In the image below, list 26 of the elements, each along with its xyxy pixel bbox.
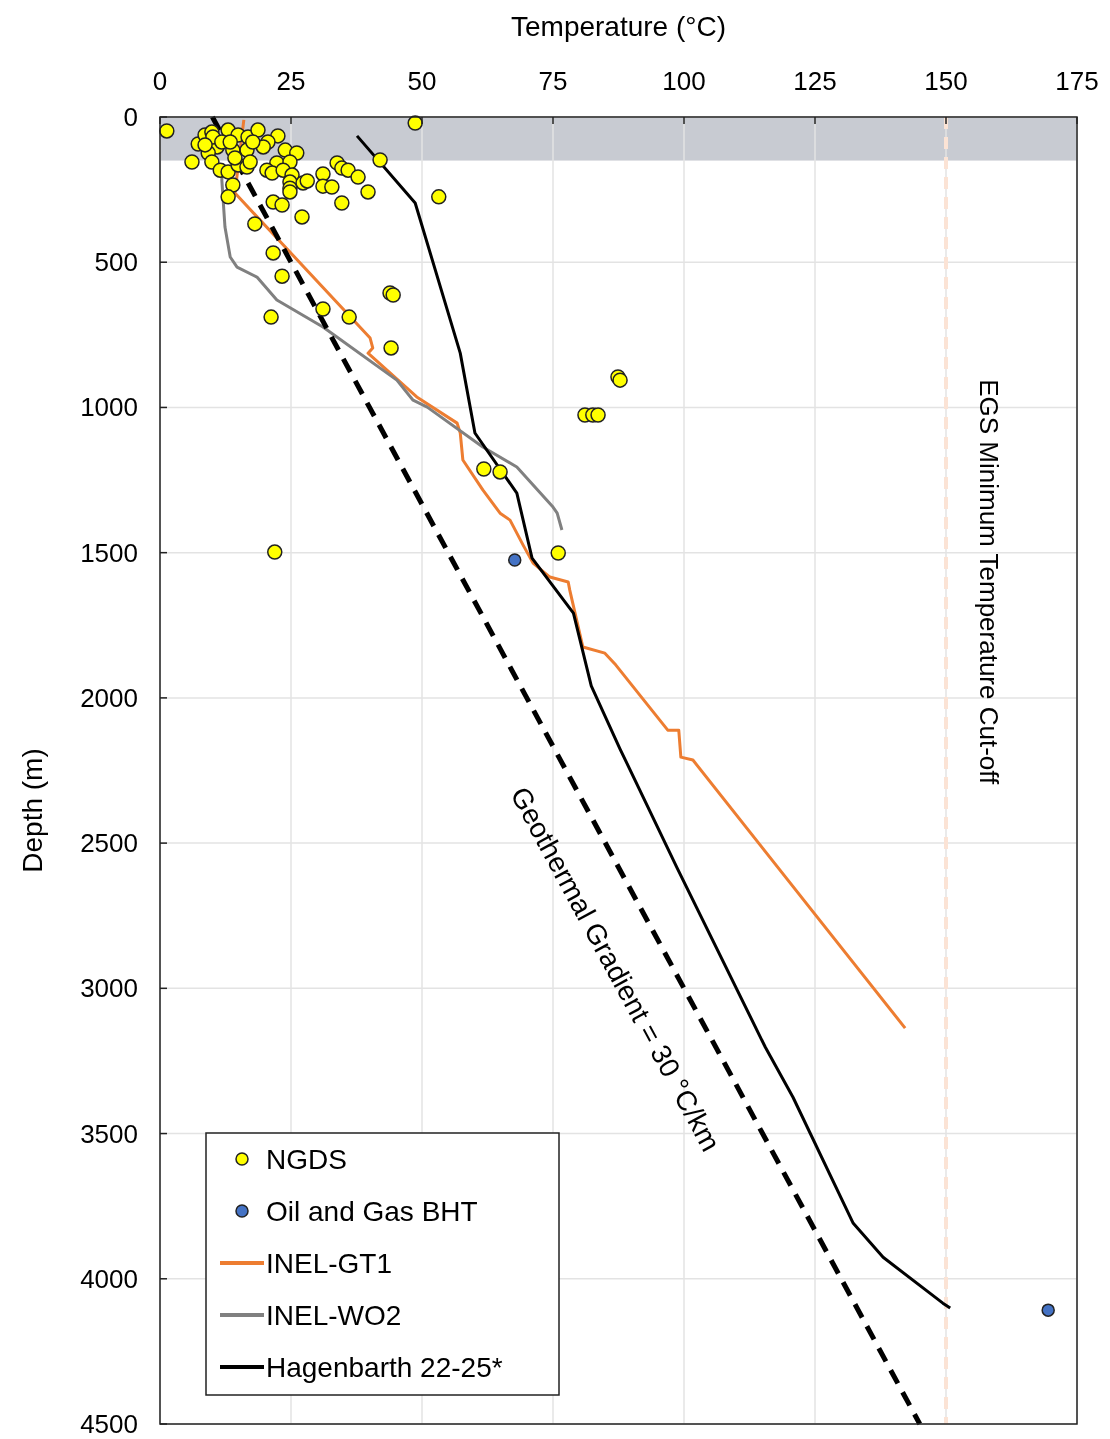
x-tick-label: 150 — [924, 66, 968, 96]
y-tick-label: 3500 — [80, 1118, 138, 1149]
y-tick-label: 3000 — [80, 973, 138, 1004]
ref-line-label: EGS Minimum Temperature Cut-off — [974, 379, 1004, 786]
x-axis-title: Temperature (°C) — [510, 11, 727, 42]
x-tick-label: 25 — [276, 66, 306, 96]
y-tick-label: 2000 — [80, 682, 138, 713]
y-tick-label: 2500 — [80, 828, 138, 859]
y-tick-label: 4500 — [80, 1409, 138, 1439]
y-tick-label: 4000 — [80, 1263, 138, 1294]
y-tick-label: 1500 — [80, 537, 138, 568]
x-tick-label: 125 — [793, 66, 837, 96]
y-tick-label: 0 — [123, 102, 138, 132]
y-tick-label: 500 — [94, 247, 138, 278]
x-tick-label: 75 — [538, 66, 568, 96]
x-tick-label: 100 — [662, 66, 706, 96]
y-tick-label: 1000 — [80, 392, 138, 423]
legend-label: INEL-GT1 — [266, 1248, 393, 1279]
y-axis-title: Depth (m) — [17, 748, 48, 873]
legend-label: NGDS — [266, 1144, 347, 1175]
x-tick-label: 50 — [407, 66, 437, 96]
legend-label: Hagenbarth 22-25* — [266, 1352, 503, 1383]
x-tick-label: 0 — [152, 66, 168, 96]
legend-label: INEL-WO2 — [266, 1300, 402, 1331]
x-tick-label: 175 — [1055, 66, 1099, 96]
legend-label: Oil and Gas BHT — [266, 1196, 478, 1227]
